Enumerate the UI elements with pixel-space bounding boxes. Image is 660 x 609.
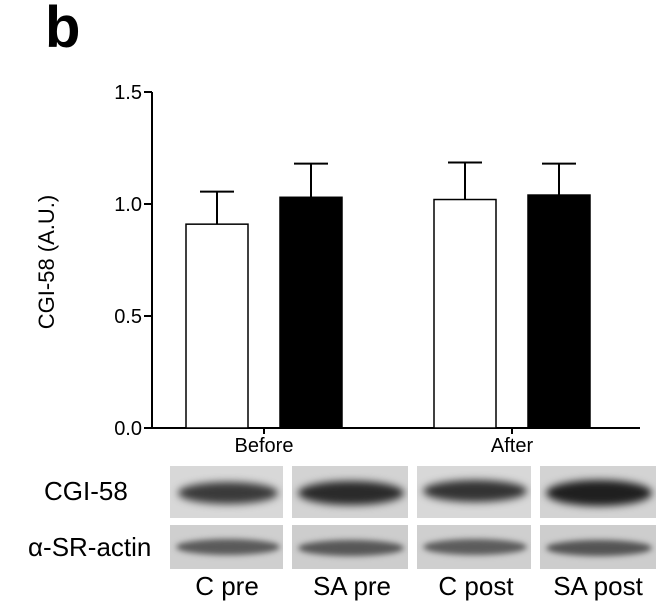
bar-before-white [185,223,249,429]
lane-label-sa-post: SA post [553,571,643,601]
y-tick-label: 1.5 [114,82,142,104]
bar-chart: 0.0 0.5 1.0 1.5 Before After CGI-58 (A.U.) [34,82,640,457]
y-tick-label: 0.5 [114,306,142,328]
y-ticks: 0.0 0.5 1.0 1.5 [114,82,152,440]
x-category-label: After [491,435,534,457]
blot-row-label-cgi58: CGI-58 [44,476,128,506]
lane-label-c-pre: C pre [195,571,259,601]
x-category-label: Before [235,435,294,457]
blot-lane-actin-c-pre [170,525,283,569]
y-tick-label: 0.0 [114,418,142,440]
lane-label-sa-pre: SA pre [312,571,392,601]
blot-lane-cgi58-c-post [417,466,531,518]
blot-lane-actin-sa-post [540,525,656,569]
bars [185,161,591,429]
bar-after-white [433,198,497,429]
blot-lane-cgi58-sa-post [540,466,656,518]
bar-after-black [527,194,591,429]
blot-lane-actin-sa-pre [292,525,408,569]
blot-lane-cgi58-c-pre [170,466,283,518]
panel-label: b [45,0,81,60]
y-axis-label: CGI-58 (A.U.) [34,195,59,329]
blot-row-label-actin: α-SR-actin [28,532,152,562]
blot-lane-actin-c-post [417,525,531,569]
bar-before-black [279,196,343,429]
lane-label-c-post: C post [438,571,514,601]
y-tick-label: 1.0 [114,194,142,216]
x-category-labels: Before After [235,428,534,457]
blot-lane-cgi58-sa-pre [292,466,408,518]
